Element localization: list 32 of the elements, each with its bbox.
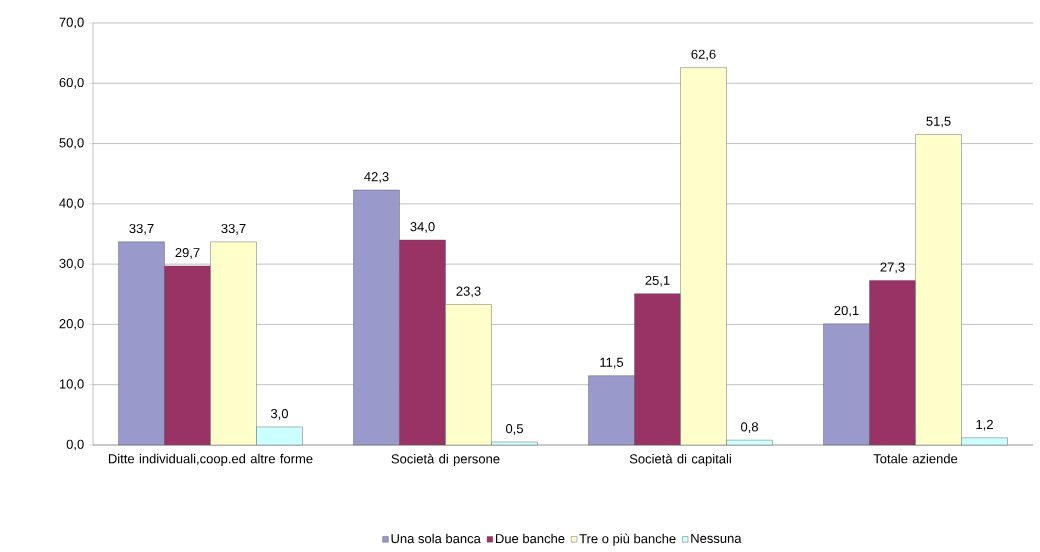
data-label: 33,7: [221, 223, 246, 235]
data-label: 27,3: [880, 262, 905, 274]
y-tick-label: 50,0: [59, 138, 84, 149]
data-label: 3,0: [270, 408, 289, 420]
data-label: 23,3: [456, 286, 481, 298]
x-tick-label: Società di persone: [391, 453, 500, 467]
data-label: 62,6: [691, 49, 716, 61]
data-label: 51,5: [926, 116, 951, 128]
y-tick-label: 20,0: [59, 319, 84, 330]
data-label: 0,8: [740, 422, 758, 433]
x-tick-label: Totale aziende: [873, 453, 958, 464]
data-label: 20,1: [834, 305, 859, 317]
y-tick-label: 40,0: [59, 198, 84, 210]
data-label: 42,3: [364, 172, 389, 183]
data-label: 11,5: [600, 357, 624, 369]
data-label: 25,1: [645, 275, 670, 287]
data-label: 29,7: [175, 248, 200, 259]
y-tick-label: 0,0: [66, 439, 84, 451]
data-label: 33,7: [129, 223, 154, 235]
y-tick-label: 30,0: [59, 258, 84, 270]
data-label: 0,5: [505, 424, 523, 435]
y-tick-label: 70,0: [59, 17, 84, 29]
data-label: 1,2: [976, 419, 993, 431]
x-tick-label: Società di capitali: [629, 453, 731, 467]
legend-label: Due banche: [496, 533, 565, 544]
x-tick-label: Ditte individuali,coop.ed altre forme: [108, 453, 313, 466]
legend-label: Una sola banca: [391, 533, 481, 544]
data-label: 34,0: [410, 222, 435, 233]
y-tick-label: 10,0: [59, 379, 84, 391]
legend-label: Nessuna: [691, 533, 742, 543]
legend-label: Tre o più banche: [579, 533, 676, 546]
y-tick-label: 60,0: [59, 77, 84, 89]
